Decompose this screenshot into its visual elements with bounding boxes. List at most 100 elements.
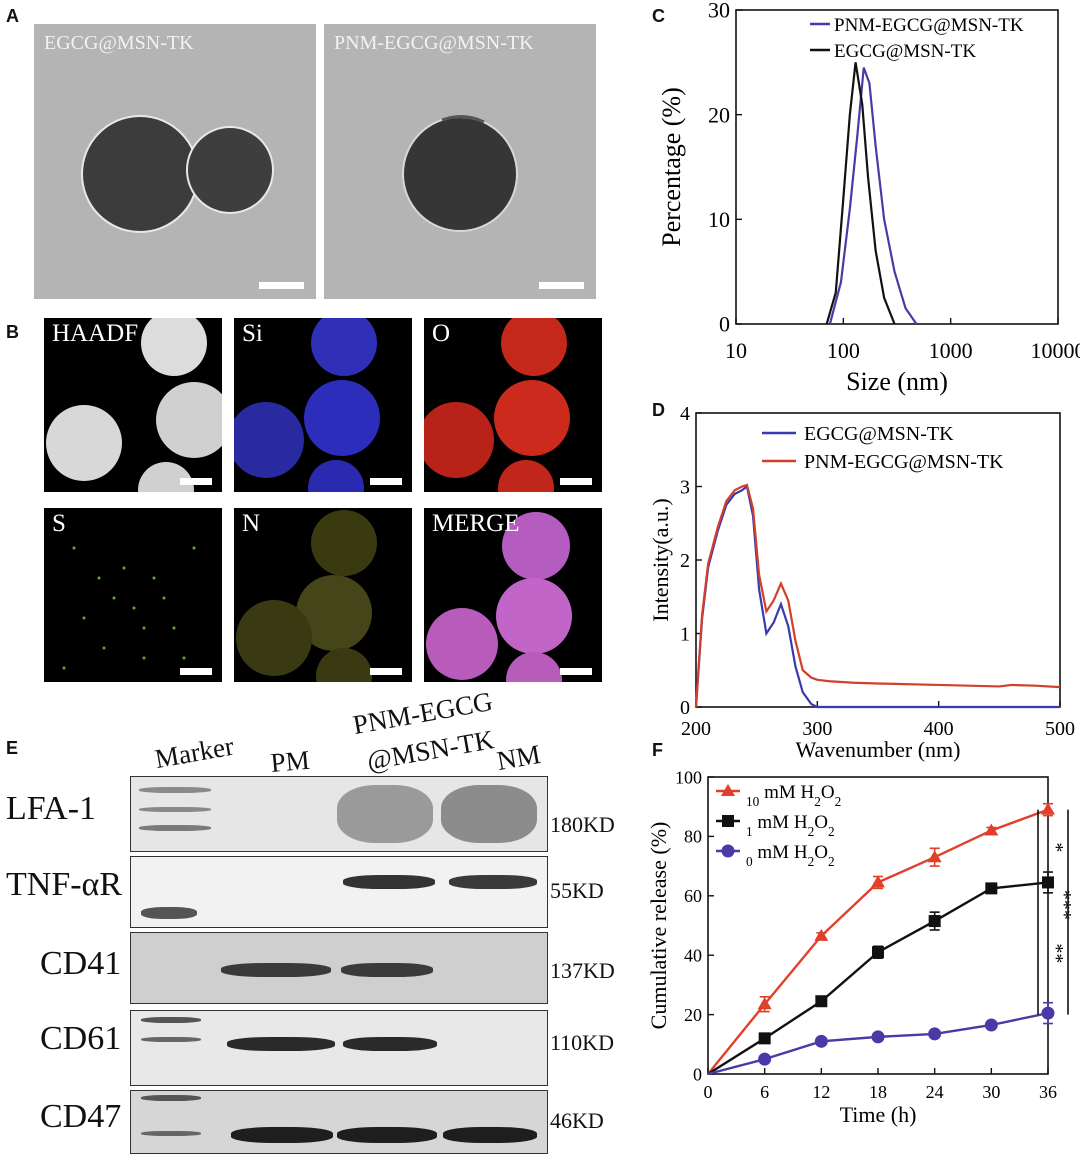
blot-strip-cd61 — [130, 1010, 548, 1086]
lane-header-marker: Marker — [152, 730, 237, 775]
data-point — [871, 875, 885, 888]
kd-label-lfa1: 180KD — [550, 812, 615, 837]
legend-label: 0 mM H2O2 — [746, 842, 835, 869]
data-point — [984, 823, 999, 836]
panel-label-d: D — [652, 400, 665, 420]
eds-map-n: N — [234, 508, 412, 682]
map-label: N — [242, 510, 261, 537]
data-point — [927, 850, 942, 863]
y-tick-label: 1 — [680, 624, 690, 646]
y-tick-label: 0 — [719, 312, 730, 337]
legend-label: 1 mM H2O2 — [746, 812, 835, 839]
scale-bar — [560, 668, 592, 675]
x-tick-label: 0 — [704, 1082, 713, 1102]
legend-marker — [722, 815, 734, 827]
data-point — [871, 1030, 885, 1044]
data-point — [814, 928, 829, 941]
x-axis-label: Wavenumber (nm) — [796, 737, 961, 762]
series-line — [694, 484, 1060, 709]
blot-label-cd61: CD61 — [40, 1020, 122, 1057]
tem-image-title: PNM-EGCG@MSN-TK — [334, 32, 534, 54]
series-line — [694, 483, 1061, 708]
blot-strip-cd41 — [130, 932, 548, 1004]
legend-label: EGCG@MSN-TK — [834, 41, 976, 62]
tem-image-pnm-egcg-msn-tk: PNM-EGCG@MSN-TK — [324, 24, 596, 299]
y-tick-label: 3 — [680, 477, 690, 499]
x-tick-label: 500 — [1045, 718, 1075, 740]
map-label: S — [52, 510, 66, 537]
significance-star: * — [1045, 842, 1067, 852]
chart-f-cumulative-release: 0 6 12 18 24 30 36 0 20 40 60 80 100 Time (h) Cumulati… — [646, 767, 1075, 1127]
x-axis-label: Size (nm) — [846, 367, 948, 396]
data-point — [758, 1032, 771, 1045]
eds-map-si: Si — [234, 318, 412, 492]
data-point — [928, 1027, 942, 1041]
data-point — [815, 995, 828, 1008]
data-point — [757, 997, 772, 1010]
data-point — [985, 882, 998, 895]
data-point — [814, 1034, 828, 1048]
scale-bar — [180, 478, 212, 485]
blot-strip-cd47 — [130, 1090, 548, 1154]
x-tick-label: 30 — [982, 1082, 1000, 1102]
legend-marker — [721, 784, 735, 796]
lane-header-pm: PM — [269, 744, 311, 779]
y-tick-label: 0 — [693, 1064, 702, 1084]
y-tick-label: 20 — [708, 102, 730, 127]
scale-bar — [180, 668, 212, 675]
scale-bar — [370, 668, 402, 675]
y-tick-label: 2 — [680, 550, 690, 572]
data-point — [758, 1052, 772, 1066]
tem-image-egcg-msn-tk: EGCG@MSN-TK — [34, 24, 316, 299]
significance-star: *** — [1053, 890, 1075, 920]
panel-label-a: A — [6, 6, 19, 26]
x-tick-label: 300 — [802, 718, 832, 740]
x-tick-label: 100 — [827, 338, 860, 363]
kd-label-tnfar: 55KD — [550, 878, 604, 903]
particle-drawing — [402, 115, 518, 232]
map-label: O — [432, 320, 451, 347]
panel-label-c: C — [652, 6, 665, 26]
map-label: Si — [242, 320, 263, 347]
x-tick-label: 400 — [924, 718, 954, 740]
legend-label: EGCG@MSN-TK — [804, 423, 954, 445]
legend-label: PNM-EGCG@MSN-TK — [804, 451, 1004, 473]
blot-label-cd47: CD47 — [40, 1098, 122, 1135]
y-tick-label: 0 — [680, 697, 690, 719]
panel-label-f: F — [652, 740, 663, 760]
legend-label: 10 mM H2O2 — [746, 782, 841, 809]
blot-strip-lfa1 — [130, 776, 548, 852]
blot-label-lfa1: LFA-1 — [6, 790, 97, 827]
y-axis-label: Percentage (%) — [657, 87, 686, 247]
legend-marker — [721, 844, 735, 858]
data-point — [1042, 876, 1054, 889]
kd-label-cd47: 46KD — [550, 1108, 604, 1133]
data-point — [1041, 1006, 1055, 1020]
blot-strip-tnfar — [130, 856, 548, 928]
blot-label-cd41: CD41 — [40, 945, 122, 982]
y-tick-label: 100 — [675, 767, 702, 787]
x-tick-label: 200 — [681, 718, 711, 740]
scale-bar — [259, 282, 304, 289]
tem-image-title: EGCG@MSN-TK — [44, 32, 194, 54]
x-tick-label: 18 — [869, 1082, 887, 1102]
kd-label-cd41: 137KD — [550, 958, 615, 983]
map-label: MERGE — [432, 510, 520, 537]
particle-drawing — [81, 115, 274, 233]
map-label: HAADF — [52, 320, 139, 347]
x-tick-label: 6 — [760, 1082, 769, 1102]
x-tick-label: 36 — [1039, 1082, 1057, 1102]
panel-label-b: B — [6, 322, 19, 342]
data-point — [984, 1018, 998, 1032]
chart-d-uv-spectrum: 200 300 400 500 0 1 2 3 4 Wavenumber (nm) Intensit… — [650, 403, 1075, 762]
series-line — [707, 881, 1049, 1076]
y-tick-label: 80 — [684, 827, 702, 847]
y-tick-label: 4 — [680, 403, 690, 425]
x-tick-label: 10 — [725, 338, 747, 363]
x-tick-label: 10000 — [1031, 338, 1080, 363]
y-tick-label: 10 — [708, 207, 730, 232]
data-point — [928, 915, 941, 928]
scale-bar — [370, 478, 402, 485]
series-line — [825, 62, 896, 325]
